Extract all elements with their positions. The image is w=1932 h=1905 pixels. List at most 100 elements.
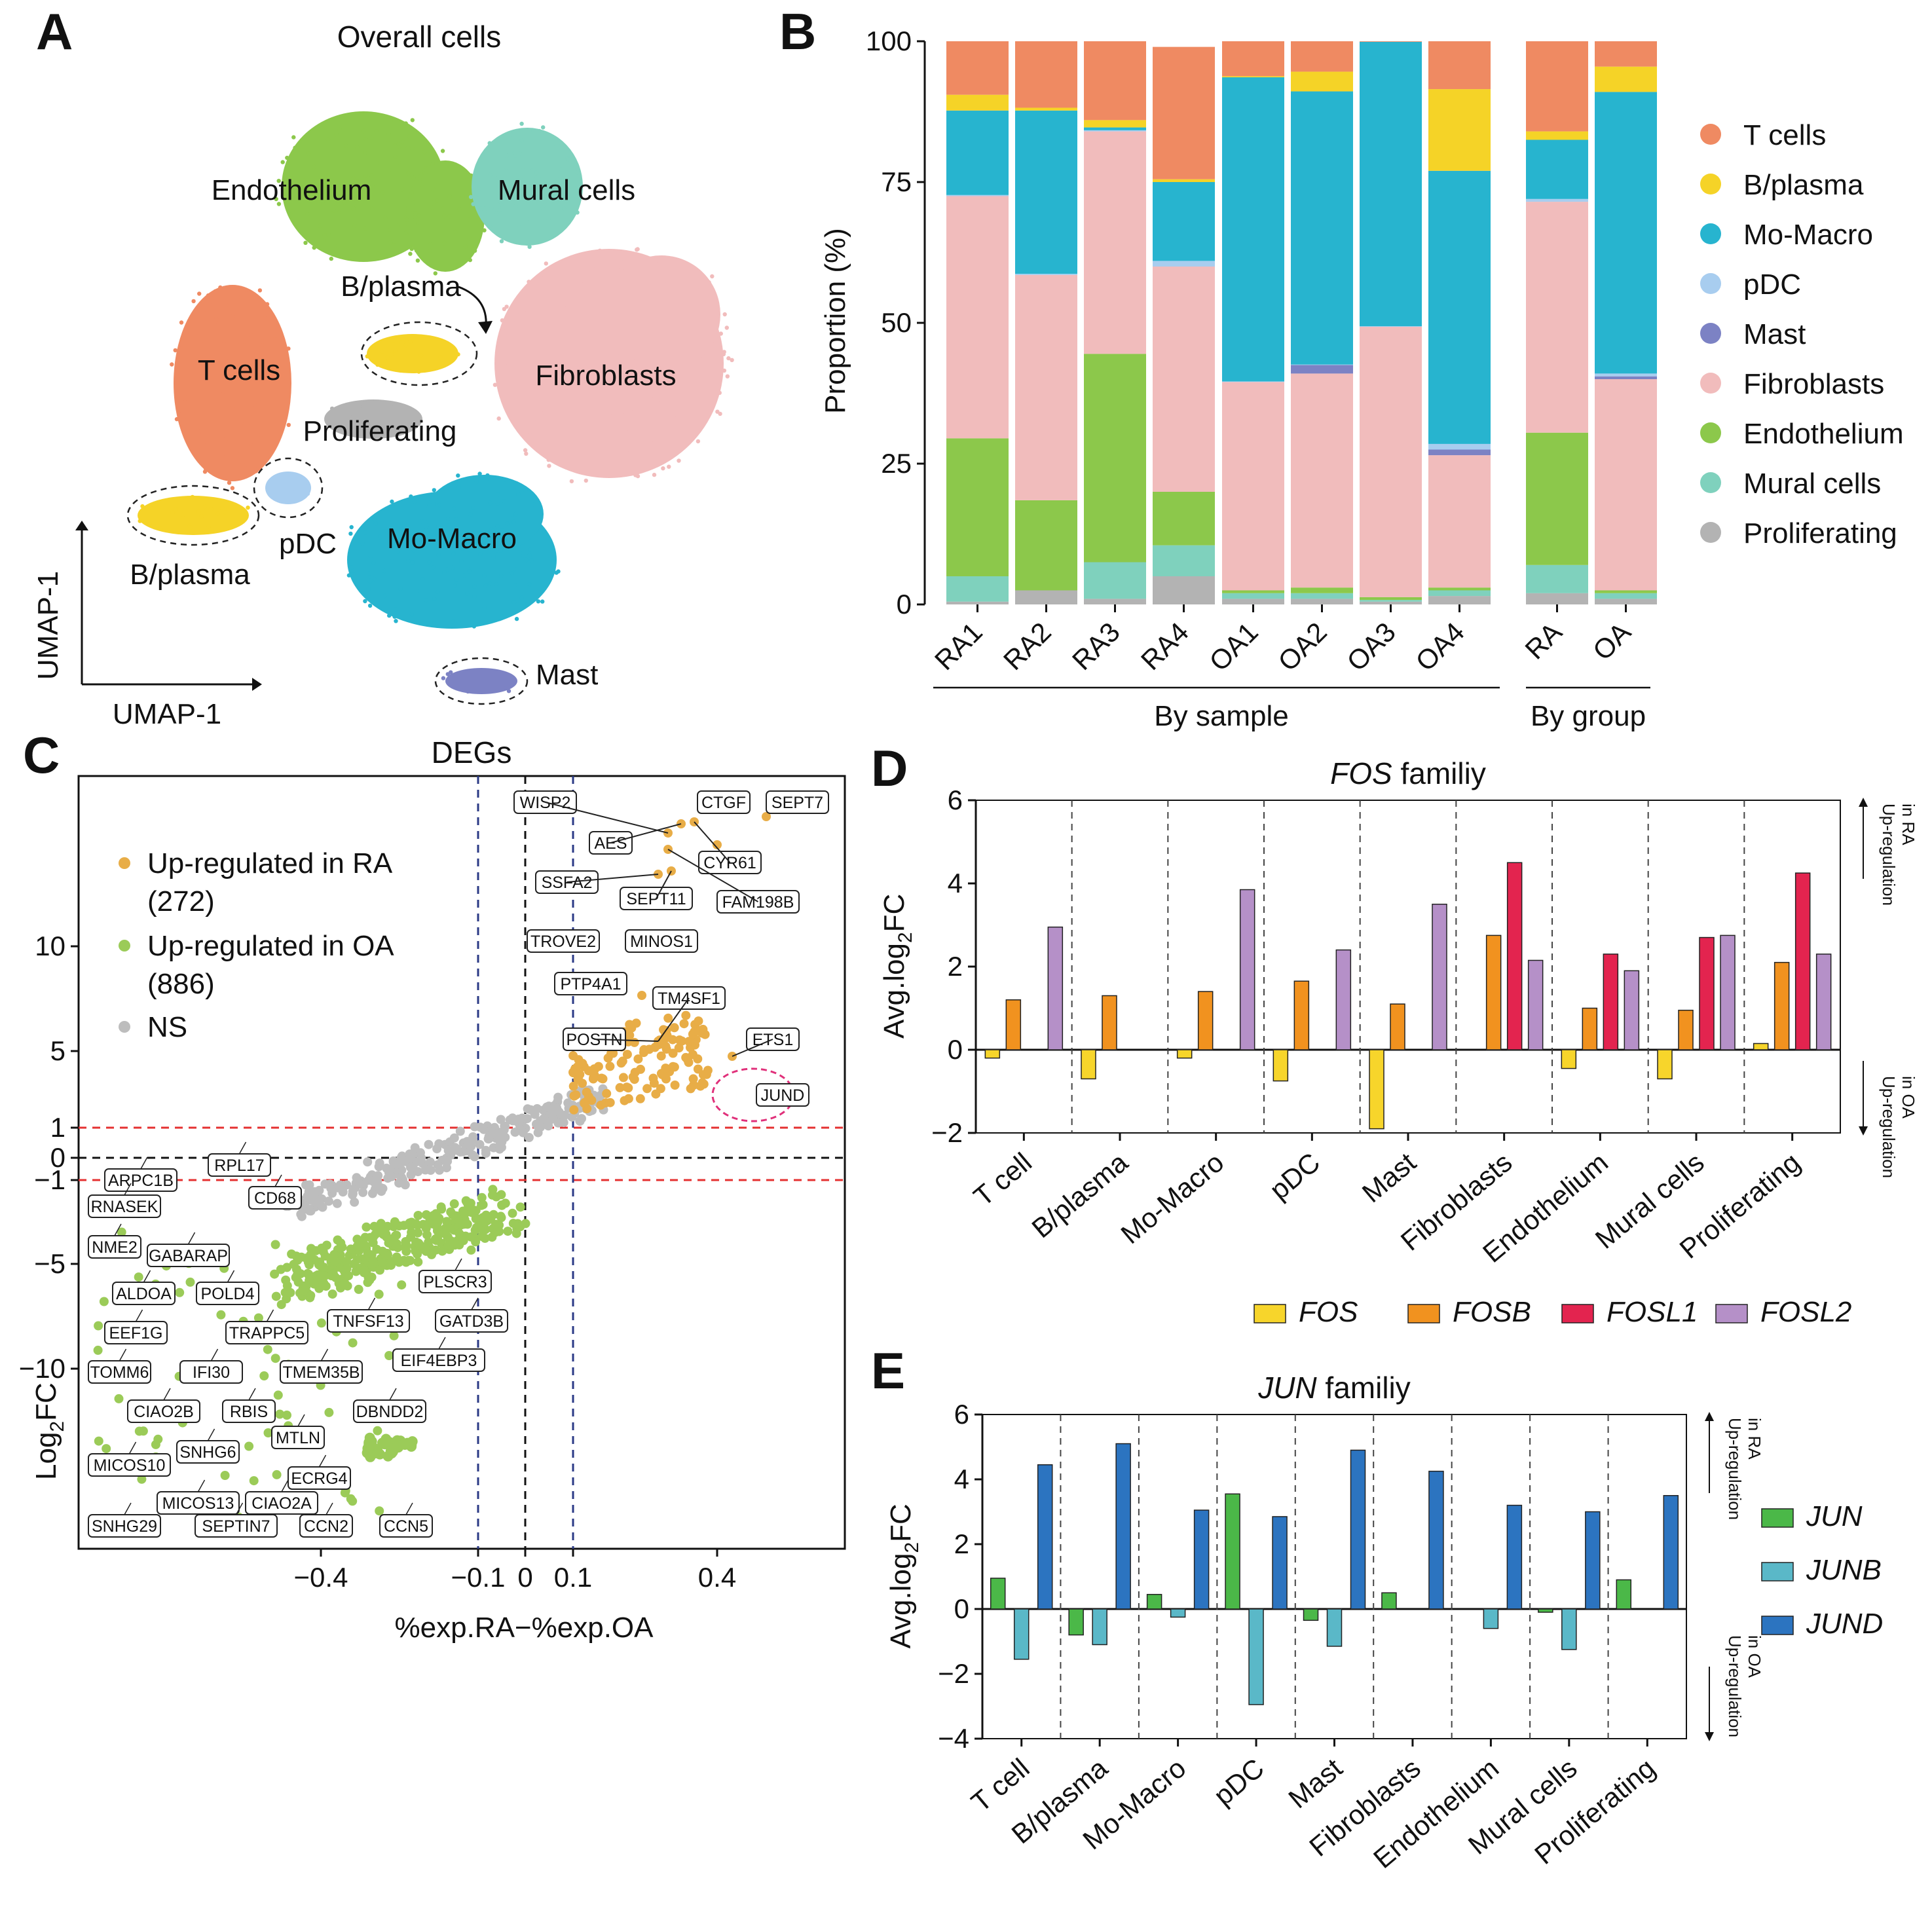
up-oa-point: [344, 1271, 354, 1281]
umap-point: [607, 411, 612, 416]
up-oa-point: [321, 1282, 331, 1291]
gene-label: RPL17: [208, 1153, 271, 1177]
umap-point: [542, 530, 547, 534]
stacked-bar-segment: [1291, 593, 1353, 599]
y-tick-label: 4: [954, 1464, 969, 1494]
umap-point: [451, 565, 455, 570]
up-oa-point: [340, 1488, 350, 1498]
gene-label-text: FAM198B: [722, 893, 794, 912]
umap-point: [410, 560, 415, 564]
umap-point: [179, 320, 184, 325]
gene-leader-line: [594, 1039, 659, 1042]
umap-point: [578, 279, 584, 284]
umap-point: [384, 413, 389, 417]
up-ra-point: [619, 1073, 628, 1082]
umap-point: [208, 507, 214, 511]
umap-point: [445, 536, 449, 541]
legend-marker: [1700, 422, 1721, 443]
umap-point: [398, 586, 403, 591]
gene-leader-line: [227, 1270, 235, 1283]
umap-point: [374, 426, 379, 431]
umap-point: [618, 265, 623, 270]
bar: [1657, 1049, 1673, 1080]
up-oa-point: [327, 1289, 337, 1299]
up-ra-point: [698, 1070, 708, 1080]
bar: [1293, 980, 1310, 1050]
umap-point: [574, 450, 578, 454]
umap-point: [672, 415, 677, 420]
up-oa-point: [384, 1238, 394, 1248]
gene-label: CIAO2B: [127, 1399, 200, 1423]
ns-point: [494, 1144, 504, 1154]
umap-cluster-body: [603, 255, 720, 373]
stacked-bar-segment: [1595, 41, 1657, 67]
gene-label-text: PTP4A1: [560, 975, 621, 993]
side-annotation: Up-regulation: [1725, 1635, 1745, 1737]
umap-point: [329, 406, 335, 411]
up-ra-point: [623, 1083, 633, 1093]
umap-point: [664, 392, 669, 397]
x-tick-label: Mo-Macro: [1115, 1147, 1229, 1250]
umap-point: [371, 561, 376, 565]
umap-point: [420, 182, 424, 187]
up-ra-point: [569, 1105, 579, 1115]
umap-point: [568, 299, 573, 303]
umap-point: [472, 595, 477, 599]
umap-point: [526, 322, 530, 327]
stacked-bar-segment: [1428, 89, 1491, 171]
umap-point: [363, 137, 368, 141]
umap-cluster: [170, 285, 291, 490]
stacked-bar-segment: [1153, 182, 1215, 261]
umap-point: [442, 213, 447, 219]
umap-point: [513, 153, 518, 158]
umap-point: [301, 178, 306, 183]
umap-point: [562, 206, 567, 211]
umap-point: [293, 145, 297, 150]
umap-point: [319, 182, 324, 187]
umap-point: [525, 241, 530, 246]
gene-label-text: TROVE2: [530, 933, 596, 951]
umap-point: [367, 578, 373, 583]
umap-point: [234, 406, 239, 411]
umap-point: [479, 206, 483, 211]
x-tick-label: OA: [1587, 616, 1637, 666]
umap-point: [497, 673, 502, 678]
gene-label-text: EEF1G: [109, 1324, 163, 1342]
x-tick-label: OA1: [1203, 616, 1264, 677]
umap-point: [257, 396, 261, 401]
umap-point: [260, 339, 265, 344]
umap-cluster: [365, 334, 460, 374]
umap-point: [447, 194, 452, 199]
umap-point: [276, 202, 282, 206]
gene-label: EEF1G: [104, 1321, 168, 1344]
x-tick-label: RA2: [997, 616, 1057, 676]
umap-point: [229, 405, 234, 410]
gene-leader-line: [143, 1270, 151, 1283]
umap-highlight-ellipse: [360, 321, 478, 386]
umap-point: [261, 447, 265, 451]
up-oa-point: [368, 1257, 378, 1266]
umap-point: [700, 318, 705, 324]
up-ra-point: [681, 1052, 691, 1062]
umap-point: [441, 206, 445, 212]
umap-point: [498, 574, 504, 578]
umap-point: [659, 324, 663, 329]
up-ra-point: [633, 1054, 643, 1064]
umap-point: [371, 177, 376, 183]
umap-point: [355, 179, 360, 184]
x-tick-label: −0.1: [451, 1562, 506, 1593]
umap-point: [351, 426, 356, 430]
umap-point: [196, 372, 202, 377]
umap-point: [631, 407, 637, 411]
umap-point: [491, 555, 496, 560]
bar: [1005, 999, 1022, 1050]
umap-point: [408, 339, 413, 344]
bar: [1068, 1608, 1084, 1636]
ns-point: [367, 1189, 377, 1198]
umap-point: [637, 296, 642, 301]
up-oa-point: [220, 1471, 230, 1480]
umap-point: [424, 528, 428, 533]
gene-label-text: SSFA2: [542, 874, 593, 892]
umap-cluster: [469, 121, 583, 250]
umap-point: [725, 374, 730, 379]
